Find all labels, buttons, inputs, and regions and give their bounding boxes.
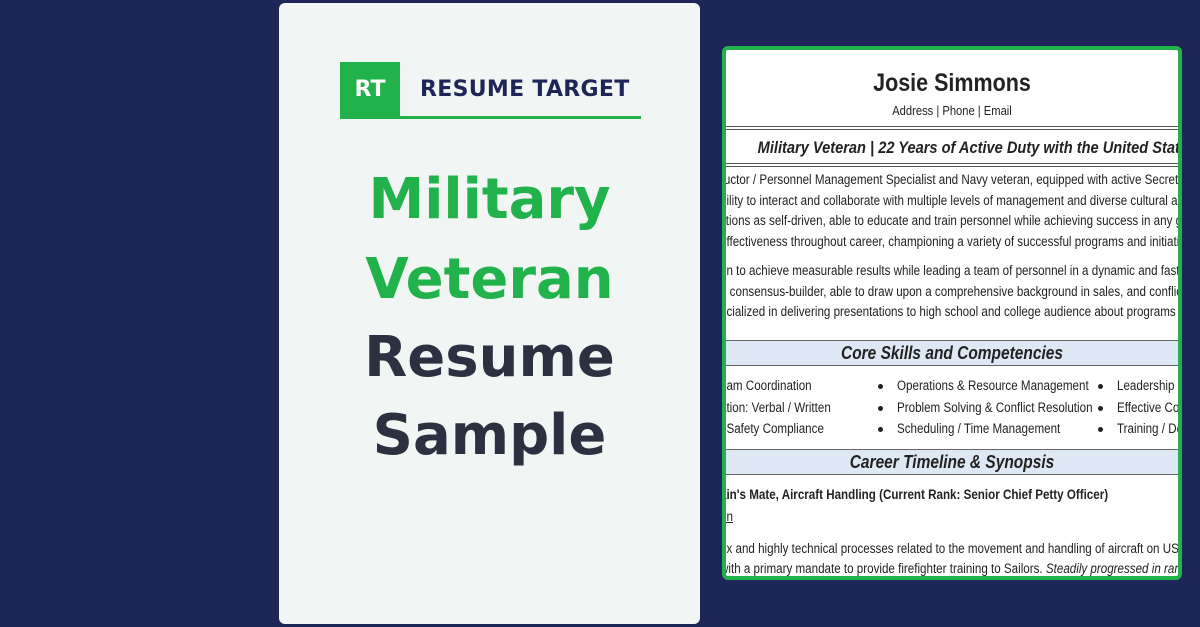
bullet [1098, 384, 1103, 389]
resume-preview: Josie Simmons Address | Phone | Email Mi… [722, 46, 1182, 580]
skill-item: ation: Verbal / Written [722, 399, 831, 415]
job-desc-italic: Steadily progressed in rank and acc [1045, 561, 1181, 576]
logo-name: RESUME TARGET [420, 77, 630, 102]
skill-item: Effective Con [1117, 399, 1182, 415]
title-line: Resume [364, 325, 615, 390]
resume-contact: Address | Phone | Email [892, 103, 1012, 118]
job-desc-text: with a primary mandate to provide firefi… [722, 561, 1043, 576]
skill-item: Leadership & [1117, 378, 1182, 393]
summary-line: ructor / Personnel Management Specialist… [722, 172, 1179, 187]
title-line: Sample [372, 403, 607, 468]
logo-badge: RT [340, 62, 400, 118]
bullet [1098, 405, 1103, 411]
summary-line: d consensus-builder, able to draw upon a… [722, 283, 1182, 299]
divider [726, 129, 1178, 130]
title-line: Military [368, 167, 611, 232]
skill-item: Training / Dev [1117, 421, 1182, 436]
summary-line: en to achieve measurable results while l… [726, 263, 1182, 278]
job-link: on [726, 509, 733, 524]
skill-item: eam Coordination [722, 378, 812, 393]
section-heading: Career Timeline & Synopsis [849, 452, 1055, 472]
divider [726, 126, 1178, 127]
title-line: Veteran [365, 247, 614, 312]
summary-line: bility to interact and collaborate with … [722, 192, 1178, 208]
bullet [878, 405, 883, 411]
job-desc: ex and highly technical processes relate… [722, 541, 1182, 556]
logo-underline [340, 116, 641, 119]
resume-name: Josie Simmons [873, 69, 1031, 97]
job-desc: with a primary mandate to provide firefi… [722, 561, 1181, 576]
job-title: ain's Mate, Aircraft Handling (Current R… [722, 487, 1109, 502]
divider [726, 166, 1178, 167]
skill-item: Problem Solving & Conflict Resolution [897, 399, 1093, 415]
divider [726, 163, 1178, 164]
summary-line: ctions as self-driven, able to educate a… [722, 213, 1182, 228]
bullet [878, 427, 883, 432]
resume-headline: Military Veteran | 22 Years of Active Du… [757, 138, 1180, 157]
summary-line: effectiveness throughout career, champio… [722, 233, 1182, 249]
bullet [878, 384, 883, 389]
section-heading: Core Skills and Competencies [841, 343, 1063, 363]
skill-item: Operations & Resource Management [897, 378, 1089, 393]
summary-line: ecialized in delivering presentations to… [722, 304, 1178, 319]
skill-item: / Safety Compliance [722, 421, 824, 436]
section-band [726, 340, 1178, 366]
bullet [1098, 427, 1103, 432]
title-card: RT RESUME TARGET Military Veteran Resume… [279, 3, 700, 624]
skill-item: Scheduling / Time Management [897, 421, 1061, 436]
section-band [726, 449, 1178, 475]
